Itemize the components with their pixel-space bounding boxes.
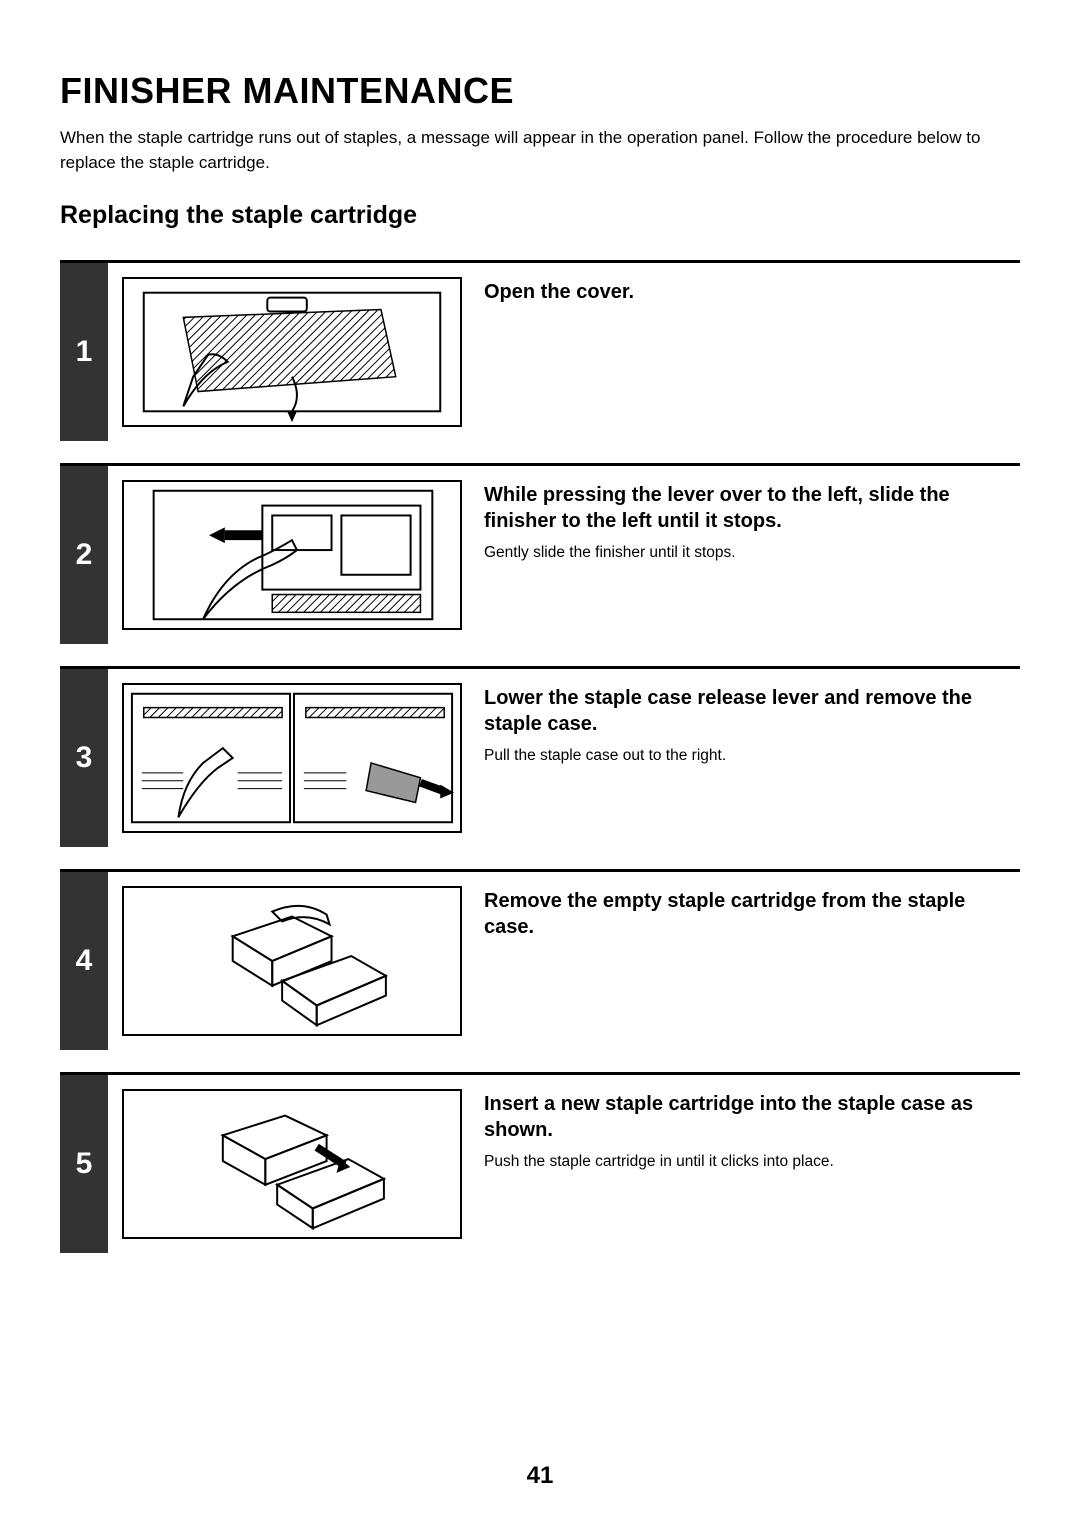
step-5: 5 Insert a new staple cartridge into the… — [60, 1072, 1020, 1253]
step-title: While pressing the lever over to the lef… — [484, 482, 1020, 534]
step-1: 1 Open the cover. — [60, 260, 1020, 441]
step-text: Insert a new staple cartridge into the s… — [484, 1089, 1020, 1239]
step-number: 5 — [60, 1075, 108, 1253]
step-body: Insert a new staple cartridge into the s… — [108, 1075, 1020, 1253]
step-illustration-slide-finisher — [122, 480, 462, 630]
step-illustration-open-cover — [122, 277, 462, 427]
step-text: Remove the empty staple cartridge from t… — [484, 886, 1020, 1036]
step-number: 4 — [60, 872, 108, 1050]
step-title: Lower the staple case release lever and … — [484, 685, 1020, 737]
step-text: Open the cover. — [484, 277, 1020, 427]
step-title: Insert a new staple cartridge into the s… — [484, 1091, 1020, 1143]
step-detail: Pull the staple case out to the right. — [484, 745, 1020, 767]
step-illustration-insert-cartridge — [122, 1089, 462, 1239]
step-title: Remove the empty staple cartridge from t… — [484, 888, 1020, 940]
page-title: FINISHER MAINTENANCE — [60, 70, 1020, 112]
page-number: 41 — [0, 1462, 1080, 1490]
step-3: 3 Lower the staple case release lever a — [60, 666, 1020, 847]
step-illustration-release-lever — [122, 683, 462, 833]
step-illustration-remove-cartridge — [122, 886, 462, 1036]
step-2: 2 While pressing the lever over to the l… — [60, 463, 1020, 644]
step-4: 4 Remove the empty staple cartridge from… — [60, 869, 1020, 1050]
step-text: While pressing the lever over to the lef… — [484, 480, 1020, 630]
step-detail: Push the staple cartridge in until it cl… — [484, 1151, 1020, 1173]
step-number: 2 — [60, 466, 108, 644]
step-body: Remove the empty staple cartridge from t… — [108, 872, 1020, 1050]
step-detail: Gently slide the finisher until it stops… — [484, 542, 1020, 564]
step-title: Open the cover. — [484, 279, 1020, 305]
step-text: Lower the staple case release lever and … — [484, 683, 1020, 833]
step-body: While pressing the lever over to the lef… — [108, 466, 1020, 644]
step-body: Lower the staple case release lever and … — [108, 669, 1020, 847]
intro-text: When the staple cartridge runs out of st… — [60, 126, 1020, 175]
step-number: 1 — [60, 263, 108, 441]
subheading: Replacing the staple cartridge — [60, 201, 1020, 230]
step-body: Open the cover. — [108, 263, 1020, 441]
step-number: 3 — [60, 669, 108, 847]
